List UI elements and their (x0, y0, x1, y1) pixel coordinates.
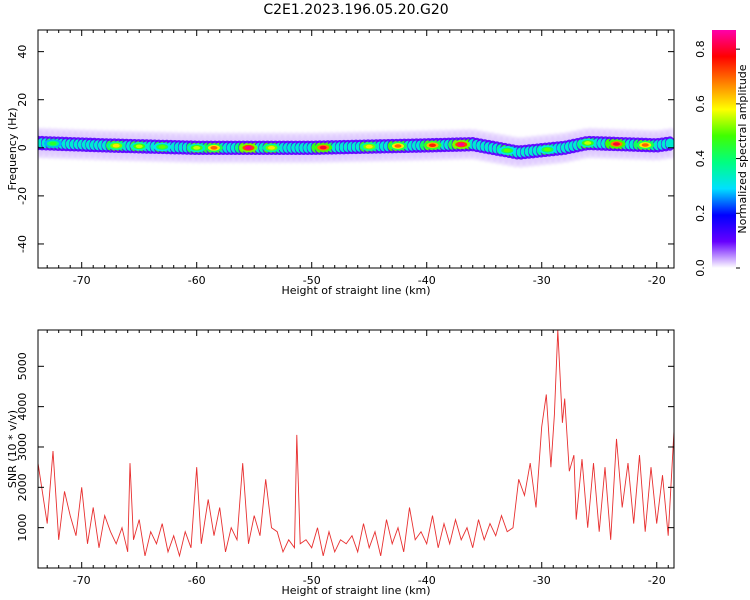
spectrogram-peak-core (503, 148, 511, 153)
colorbar-label: Normalized spectral amplitude (736, 64, 749, 233)
spectrogram-peak-core (193, 145, 201, 150)
colorbar-tick-label: 0.6 (694, 95, 707, 113)
colorbar-tick-label: 0.0 (694, 259, 707, 277)
spectrogram-peak-core (158, 145, 166, 149)
colorbar: 0.0 0.2 0.4 0.6 0.8 Normalized spectral ampl… (694, 30, 749, 277)
snr-panel: -70 -60 -50 -40 -30 -20 1000 2000 3000 4000 5000 H… (6, 329, 675, 597)
colorbar-ticks: 0.0 0.2 0.4 0.6 0.8 (694, 40, 740, 277)
spectrogram-peak-core (49, 141, 57, 146)
x-tick-label: -40 (418, 574, 436, 587)
y-tick-label: -20 (16, 187, 29, 205)
snr-ticks: -70 -60 -50 -40 -30 -20 1000 2000 3000 4000 5000 (16, 330, 674, 587)
spectrogram-y-axis-label: Frequency (Hz) (6, 108, 19, 191)
spectrogram-panel: -70 -60 -50 -40 -30 -20 -40 -20 0 20 40 Height of … (6, 29, 675, 297)
x-tick-label: -60 (188, 274, 206, 287)
y-tick-label: -40 (16, 235, 29, 253)
colorbar-tick-label: 0.4 (694, 150, 707, 168)
y-tick-label: 1000 (16, 514, 29, 542)
y-tick-label: 5000 (16, 352, 29, 380)
x-tick-label: -40 (418, 274, 436, 287)
x-tick-label: -50 (303, 274, 321, 287)
spectrogram-peak-core (112, 143, 120, 148)
snr-series-line (38, 330, 674, 558)
spectrogram-peak-core (641, 143, 649, 147)
x-tick-label: -60 (188, 574, 206, 587)
x-tick-label: -30 (533, 274, 551, 287)
y-tick-label: 3000 (16, 433, 29, 461)
spectrogram-core-cell (665, 138, 674, 149)
colorbar-tick-label: 0.8 (694, 40, 707, 58)
spectrogram-frame (37, 29, 675, 269)
y-tick-label: 40 (16, 45, 29, 59)
y-tick-label: 4000 (16, 393, 29, 421)
spectrogram-ticks: -70 -60 -50 -40 -30 -20 -40 -20 0 20 40 (16, 30, 674, 287)
x-tick-label: -20 (648, 274, 666, 287)
spectrogram-peak-core (365, 144, 373, 149)
y-tick-label: 0 (16, 144, 29, 151)
x-tick-label: -70 (73, 274, 91, 287)
figure-title: C2E1.2023.196.05.20.G20 (263, 2, 448, 18)
spectrogram-peak-core (210, 145, 218, 150)
spectrogram-peak-core (543, 147, 551, 152)
spectrogram-peak-core (394, 144, 402, 148)
spectrogram-peak-core (244, 145, 252, 150)
x-tick-label: -70 (73, 574, 91, 587)
snr-y-axis-label: SNR (10 * v/v) (6, 410, 19, 488)
x-tick-label: -30 (533, 574, 551, 587)
y-tick-label: 20 (16, 93, 29, 107)
spectrogram-x-axis-label: Height of straight line (km) (281, 284, 430, 297)
x-tick-label: -20 (648, 574, 666, 587)
spectrogram-band (38, 127, 674, 168)
snr-x-axis-label: Height of straight line (km) (281, 584, 430, 597)
y-tick-label: 2000 (16, 473, 29, 501)
colorbar-tick-label: 0.2 (694, 205, 707, 223)
spectrogram-peak-core (319, 145, 327, 150)
snr-frame (37, 329, 675, 569)
x-tick-label: -50 (303, 574, 321, 587)
spectrogram-peak-core (135, 144, 143, 149)
spectrogram-peak-core (428, 143, 436, 148)
spectrogram-peak-core (457, 142, 465, 147)
spectrogram-peak-core (584, 141, 592, 145)
spectrogram-peak-core (267, 145, 275, 150)
spectrogram-peak-core (612, 142, 620, 146)
colorbar-scale (712, 30, 736, 268)
